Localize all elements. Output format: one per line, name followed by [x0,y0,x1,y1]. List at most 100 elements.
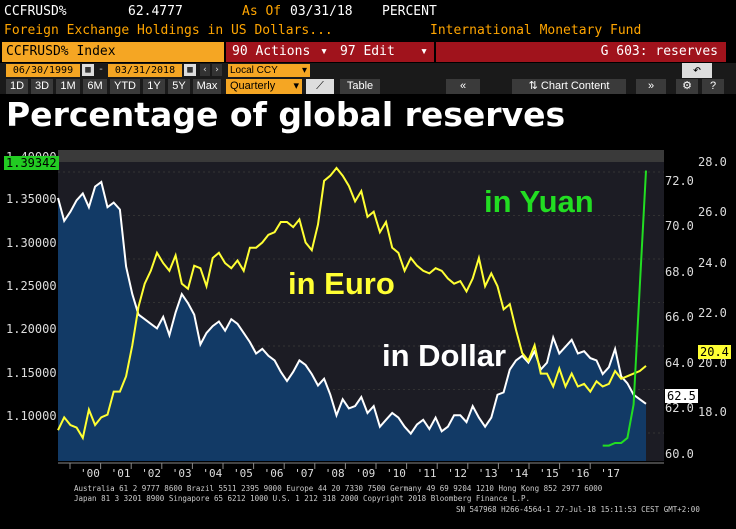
x-tick: '14 [508,467,529,480]
x-tick: '00 [80,467,100,480]
dollar-annotation: in Dollar [382,338,507,373]
table-button[interactable]: Table [340,79,380,94]
prev-arrow-icon[interactable]: ‹ [200,64,210,76]
expand-right-icon[interactable]: » [636,79,666,94]
security-header: CCFRUSD% 62.4777 As Of 03/31/18 PERCENT [0,0,736,22]
page-label: G 603: reserves [600,44,718,59]
period-1y[interactable]: 1Y [143,79,165,94]
start-date-field[interactable]: 06/30/1999 [6,64,80,77]
line-chart-icon[interactable]: ⟋ [306,79,334,94]
frequency-select[interactable]: Quarterly ▾ [226,79,302,94]
chevron-down-icon: ▾ [301,65,307,76]
right-outer-tick: 28.0 [698,155,727,169]
euro-annotation: in Euro [288,266,395,301]
chart-content-button[interactable]: ⇅ Chart Content [512,79,626,94]
left-tick: 1.10000 [6,409,57,423]
chevron-down-icon: ▾ [320,44,328,59]
gear-icon[interactable]: ⚙ [676,79,698,94]
last-value: 62.4777 [128,4,183,19]
x-tick: '13 [477,467,498,480]
dollar-current-value: 62.5 [665,389,698,403]
plot-top-band [58,150,664,162]
right-outer-tick: 18.0 [698,405,727,419]
left-tick: 1.35000 [6,192,57,206]
chart-content-icon: ⇅ [528,80,541,92]
period-3d[interactable]: 3D [31,79,53,94]
command-bar: CCFRUSD% Index 90 Actions ▾ 97 Edit ▾ G 60… [0,42,736,62]
footer-contacts: Australia 61 2 9777 8600 Brazil 5511 239… [74,484,603,493]
right-inner-tick: 64.0 [665,356,694,370]
currency-select[interactable]: Local CCY ▾ [228,64,310,77]
period-5y[interactable]: 5Y [168,79,190,94]
x-tick: '04 [202,467,223,480]
x-tick: '05 [233,467,253,480]
series-line-in-yuan [602,170,647,447]
right-inner-tick: 72.0 [665,174,694,188]
ticker: CCFRUSD% [4,4,67,19]
security-description: Foreign Exchange Holdings in US Dollars.… [4,23,333,38]
date-separator: - [98,64,105,75]
actions-label: 90 Actions [232,44,311,59]
x-tick: '12 [447,467,468,480]
left-tick: 1.15000 [6,366,57,380]
source-label: International Monetary Fund [430,23,642,38]
right-outer-tick: 24.0 [698,256,727,270]
collapse-left-icon[interactable]: « [446,79,480,94]
x-tick: '10 [386,467,406,480]
footer-copyright: Japan 81 3 3201 8900 Singapore 65 6212 1… [74,494,531,503]
chart-canvas[interactable] [0,132,736,529]
left-current-value: 1.39342 [4,156,59,170]
edit-label: 97 Edit [340,44,395,59]
period-1m[interactable]: 1M [56,79,80,94]
x-tick: '09 [355,467,376,480]
x-tick: '03 [171,467,192,480]
index-label: CCFRUSD% Index [6,44,116,59]
x-tick: '16 [569,467,590,480]
as-of-date: 03/31/18 [290,4,353,19]
right-inner-tick: 66.0 [665,310,694,324]
right-inner-tick: 60.0 [665,447,694,461]
description-row: Foreign Exchange Holdings in US Dollars.… [0,22,736,40]
as-of-label: As Of [242,4,282,19]
x-tick: '15 [539,467,559,480]
edit-menu-button[interactable]: 97 Edit ▾ [334,42,434,62]
unit-label: PERCENT [382,4,437,19]
end-date-field[interactable]: 03/31/2018 [108,64,182,77]
x-tick: '17 [600,467,621,480]
chevron-down-icon: ▾ [293,80,299,92]
chart-content-label: Chart Content [540,80,610,92]
next-arrow-icon[interactable]: › [212,64,222,76]
right-outer-tick: 22.0 [698,306,727,320]
actions-menu-button[interactable]: 90 Actions ▾ [226,42,334,62]
period-max[interactable]: Max [193,79,221,94]
period-1d[interactable]: 1D [6,79,28,94]
left-tick: 1.30000 [6,236,57,250]
page-title-bar: G 603: reserves [436,42,726,62]
right-outer-tick: 26.0 [698,205,727,219]
calendar-icon[interactable]: ▦ [82,64,94,76]
period-ytd[interactable]: YTD [110,79,140,94]
date-controls: 06/30/1999 ▦ - 03/31/2018 ▦ ‹ › Local CC… [0,63,736,79]
x-tick: '11 [416,467,437,480]
frequency-value: Quarterly [230,80,276,92]
index-field[interactable]: CCFRUSD% Index [2,42,224,62]
x-tick: '06 [263,467,284,480]
help-icon[interactable]: ? [702,79,724,94]
undo-icon[interactable]: ↶ [682,63,712,78]
period-6m[interactable]: 6M [83,79,107,94]
left-tick: 1.25000 [6,279,57,293]
chart-title: Percentage of global reserves [6,95,566,134]
x-tick: '07 [294,467,315,480]
right-inner-tick: 68.0 [665,265,694,279]
x-tick: '08 [324,467,345,480]
dollar-area [58,182,646,461]
x-tick: '01 [110,467,131,480]
right-outer-tick: 20.0 [698,356,727,370]
chevron-down-icon: ▾ [420,44,428,59]
series-line-in-dollar [57,180,647,436]
x-tick: '02 [141,467,162,480]
period-bar: 1D 3D 1M 6M YTD 1Y 5Y Max Quarterly ▾ ⟋ T… [0,79,736,94]
calendar-icon[interactable]: ▦ [184,64,196,76]
footer-timestamp: SN 547968 H266-4564-1 27-Jul-18 15:11:53… [456,505,700,514]
left-tick: 1.20000 [6,322,57,336]
